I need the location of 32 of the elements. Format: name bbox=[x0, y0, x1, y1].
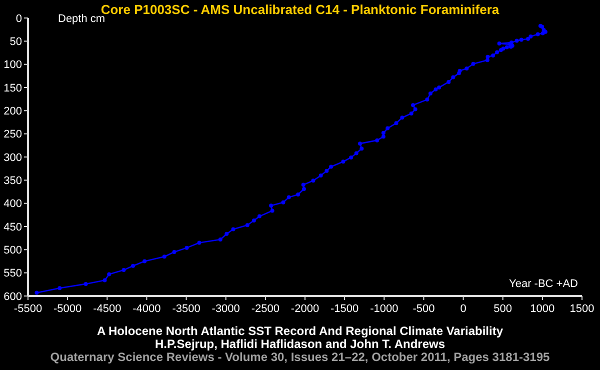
x-tick-label: -5500 bbox=[14, 303, 42, 315]
x-tick-label: -500 bbox=[412, 303, 435, 315]
x-tick-label: -3500 bbox=[172, 303, 200, 315]
y-tick-label: 500 bbox=[4, 244, 22, 257]
y-tick-label: 100 bbox=[4, 59, 22, 72]
y-tick-label: 400 bbox=[4, 198, 22, 210]
y-tick-label: 450 bbox=[4, 221, 22, 234]
x-tick-label: -4500 bbox=[93, 303, 122, 315]
text: Quaternary Science Reviews - Volume 30, Issues 21–22, October 2011, Pages 3181-3195 bbox=[50, 350, 550, 364]
x-tick-label: -5000 bbox=[54, 303, 82, 315]
y-tick-label: 200 bbox=[4, 106, 22, 118]
x-tick-label: -1500 bbox=[330, 303, 359, 315]
text: H.P.Sejrup, Haflidi Haflidason and John T. Andrews bbox=[154, 337, 446, 351]
y-tick-label: 150 bbox=[4, 82, 22, 94]
x-axis-title: Year -BC +AD bbox=[509, 278, 578, 290]
text: A Holocene North Atlantic SST Record And Regional Climate Variability bbox=[96, 324, 504, 338]
x-tick-label: 1500 bbox=[570, 303, 594, 315]
y-tick-label: 550 bbox=[4, 268, 22, 280]
x-tick-label: -4000 bbox=[132, 303, 161, 315]
y-tick-label: 300 bbox=[4, 152, 22, 164]
y-tick-label: 350 bbox=[4, 175, 22, 188]
x-tick-label: 0 bbox=[460, 303, 466, 315]
y-tick-label: 0 bbox=[16, 12, 22, 25]
y-tick-label: 600 bbox=[4, 290, 22, 303]
x-tick-label: 500 bbox=[494, 303, 512, 315]
x-tick-label: -2500 bbox=[251, 303, 280, 315]
y-tick-label: 50 bbox=[10, 36, 22, 48]
x-tick-label: -3000 bbox=[212, 303, 240, 315]
x-tick-label: -1000 bbox=[370, 303, 398, 315]
y-tick-label: 250 bbox=[4, 128, 22, 141]
x-tick-label: 1000 bbox=[530, 303, 555, 315]
x-tick-label: -2000 bbox=[290, 303, 320, 315]
